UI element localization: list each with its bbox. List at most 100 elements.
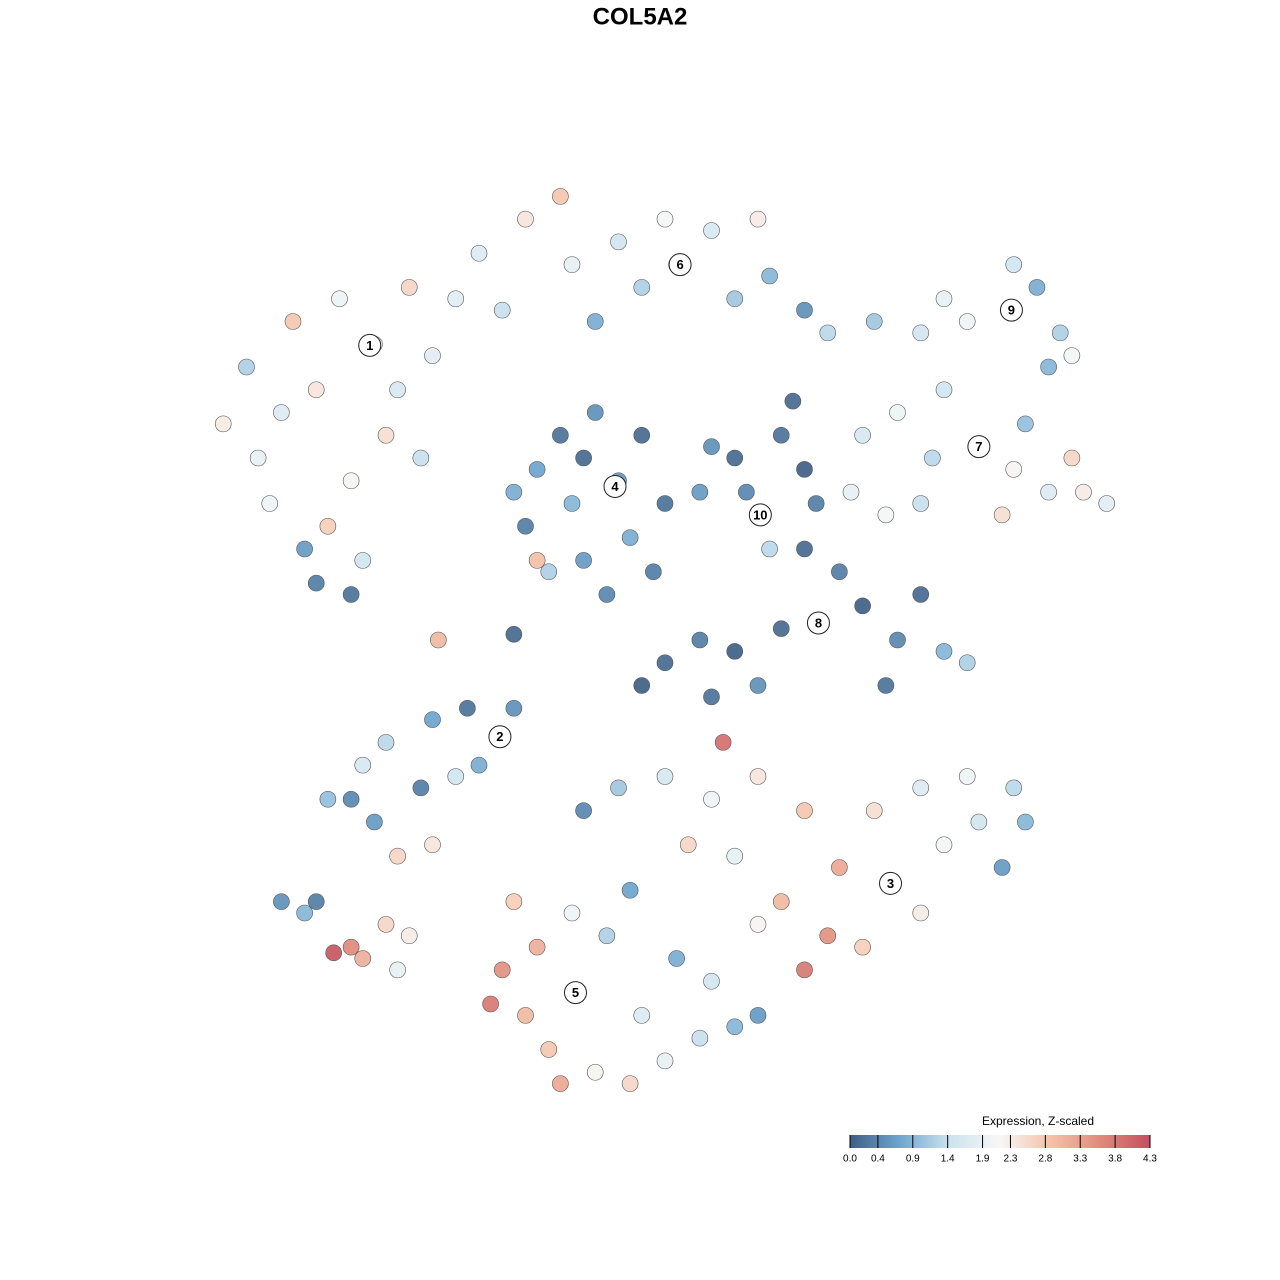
point	[749, 916, 767, 933]
point	[656, 654, 674, 672]
point	[912, 586, 930, 603]
cluster-label: 9	[1008, 303, 1015, 318]
point	[389, 381, 406, 399]
point	[831, 563, 848, 581]
point	[412, 779, 430, 797]
point	[1028, 279, 1046, 296]
colorbar-tick-label: 3.8	[1108, 1154, 1122, 1165]
point	[517, 210, 534, 228]
point	[1063, 449, 1081, 467]
point	[703, 972, 720, 990]
point	[912, 779, 930, 797]
point	[633, 426, 651, 444]
cluster-badge	[879, 871, 903, 895]
point	[563, 904, 581, 922]
colorbar-tick-label: 2.3	[1004, 1154, 1018, 1165]
point	[563, 256, 581, 273]
point	[726, 847, 744, 865]
cluster-label: 10	[753, 507, 767, 522]
point	[366, 813, 383, 831]
point	[319, 790, 337, 808]
point	[563, 495, 581, 512]
point	[342, 790, 360, 808]
point	[273, 404, 290, 421]
point	[842, 483, 860, 501]
cluster-label: 1	[366, 338, 373, 353]
point	[1063, 347, 1081, 364]
point	[726, 643, 744, 660]
point	[807, 495, 825, 512]
cluster-label: 7	[975, 439, 982, 454]
point	[621, 1075, 639, 1092]
point	[796, 802, 813, 819]
point	[586, 313, 604, 330]
cluster-label: 5	[572, 985, 579, 1000]
point	[877, 506, 895, 524]
cluster-label: 6	[676, 257, 683, 272]
point	[610, 779, 627, 797]
point	[540, 563, 558, 581]
point	[656, 210, 674, 228]
point	[1075, 483, 1092, 501]
colorbar-tick-label: 0.4	[871, 1154, 885, 1165]
colorbar-tick-label: 0.0	[843, 1154, 857, 1165]
point	[1005, 779, 1023, 797]
point	[273, 893, 290, 910]
point	[656, 768, 674, 785]
point	[447, 768, 465, 785]
point	[679, 836, 697, 854]
cluster-badge	[603, 474, 627, 498]
chart-title: COL5A2	[593, 3, 688, 30]
cluster-badge	[358, 333, 382, 357]
point	[552, 426, 569, 444]
point	[749, 1007, 767, 1024]
point	[354, 950, 372, 967]
point	[354, 552, 372, 569]
cluster-badge	[668, 253, 692, 277]
point	[889, 631, 906, 649]
point	[958, 654, 976, 672]
point	[726, 449, 744, 467]
point	[703, 438, 720, 455]
point	[621, 881, 639, 899]
point	[540, 1041, 558, 1058]
point	[505, 893, 523, 910]
point	[296, 540, 313, 558]
point	[470, 756, 488, 774]
point	[772, 620, 790, 637]
point	[703, 688, 720, 706]
point	[1017, 813, 1034, 831]
point	[854, 597, 871, 615]
point	[412, 449, 430, 467]
point	[586, 404, 604, 421]
point	[249, 449, 267, 467]
point	[749, 677, 767, 694]
point	[796, 961, 813, 979]
point	[749, 210, 767, 228]
point	[1017, 415, 1034, 433]
point	[1098, 495, 1116, 512]
point	[459, 699, 476, 717]
point	[656, 1052, 674, 1070]
point	[331, 290, 348, 308]
point	[1051, 324, 1069, 342]
point	[319, 517, 337, 535]
colorbar-tick-label: 2.8	[1038, 1154, 1052, 1165]
point	[935, 643, 953, 660]
point	[958, 768, 976, 785]
point	[377, 426, 395, 444]
point	[912, 324, 930, 342]
cluster-badge	[748, 503, 772, 527]
point	[296, 904, 313, 922]
point	[505, 483, 523, 501]
point	[761, 267, 778, 285]
point	[924, 449, 941, 467]
point	[400, 927, 418, 945]
point	[377, 916, 395, 933]
point	[575, 802, 592, 819]
point	[726, 1018, 744, 1036]
point	[400, 279, 418, 296]
point	[575, 449, 592, 467]
